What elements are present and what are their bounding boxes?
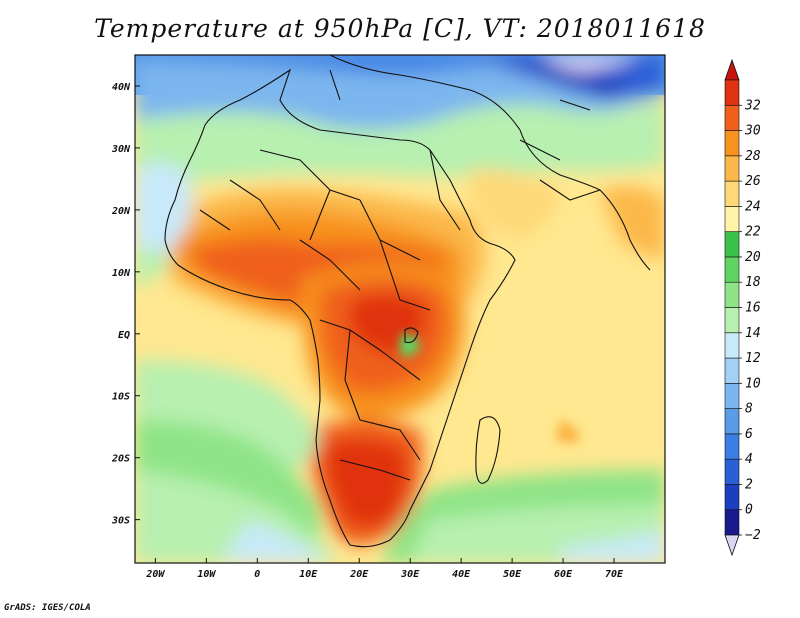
colorbar-swatch [724, 383, 740, 409]
latitude-axis: 40N 30N 20N 10N EQ 10S 20S 30S [111, 82, 140, 527]
colorbar-label: 16 [745, 301, 761, 316]
lon-tick-label: 70E [605, 569, 624, 580]
longitude-axis: 20W 10W 0 10E 20E 30E 40E 50E 60E 70E [145, 558, 624, 580]
colorbar-under-arrow [724, 534, 740, 557]
colorbar-label: 10 [745, 376, 761, 391]
colorbar-swatch [724, 458, 740, 485]
colorbar-swatch [724, 231, 740, 258]
colorbar-swatch [724, 104, 740, 131]
colorbar-label: 22 [745, 225, 761, 240]
lon-tick-label: 20W [145, 569, 165, 580]
lon-tick-label: 40E [452, 569, 471, 580]
colorbar-label: 32 [744, 98, 761, 113]
colorbar-swatch [724, 307, 740, 334]
colorbar-swatch [724, 79, 740, 106]
lat-tick-label: 40N [112, 82, 131, 93]
lon-tick-label: 0 [254, 569, 260, 580]
colorbar-swatch [724, 206, 740, 232]
colorbar-label: 2 [745, 477, 753, 492]
colorbar-swatch [724, 332, 740, 359]
colorbar-label: −2 [745, 528, 761, 543]
lat-tick-label: 10N [112, 268, 131, 279]
colorbar-label: 14 [745, 326, 761, 341]
lon-tick-label: 60E [554, 569, 573, 580]
lon-tick-label: 30E [400, 569, 420, 580]
colorbar-swatch [724, 484, 740, 511]
temperature-field [135, 55, 665, 563]
colorbar-label: 6 [745, 427, 753, 442]
coastlines [164, 55, 651, 548]
map-frame [134, 54, 666, 564]
colorbar-swatch [724, 180, 740, 207]
lat-tick-label: 20S [111, 454, 130, 465]
colorbar-label: 4 [745, 452, 753, 467]
lat-tick-label: 30N [111, 144, 131, 155]
colorbar-label: 20 [745, 250, 761, 265]
colorbar-swatch [724, 509, 740, 536]
lat-tick-label: 10S [112, 392, 130, 403]
colorbar-label: 0 [745, 503, 753, 518]
colorbar-swatch [724, 408, 740, 435]
colorbar-swatch [724, 155, 740, 182]
colorbar-swatch [724, 433, 740, 460]
colorbar-swatch [724, 281, 740, 308]
colorbar-swatch [724, 130, 740, 157]
lon-tick-label: 50E [503, 569, 522, 580]
colorbar-label: 8 [745, 402, 753, 417]
lon-tick-label: 20E [349, 569, 369, 580]
lat-tick-label: EQ [118, 330, 130, 341]
map-title: Temperature at 950hPa [C], VT: 201801161… [94, 14, 706, 43]
colorbar-label: 24 [745, 199, 761, 214]
colorbar-label: 28 [745, 149, 761, 164]
colorbar-swatch [724, 256, 740, 283]
lon-tick-label: 10E [299, 569, 318, 580]
colorbar-over-arrow [724, 58, 740, 81]
lon-tick-label: 10W [197, 569, 216, 580]
lat-tick-label: 20N [111, 206, 131, 217]
colorbar-label: 12 [745, 351, 761, 366]
credit-text: GrADS: IGES/COLA [4, 603, 91, 613]
colorbar-label: 18 [745, 275, 761, 290]
colorbar-swatch [724, 357, 740, 384]
colorbar-label: 26 [745, 174, 761, 189]
colorbar-label: 30 [744, 124, 761, 139]
lat-tick-label: 30S [111, 516, 130, 527]
